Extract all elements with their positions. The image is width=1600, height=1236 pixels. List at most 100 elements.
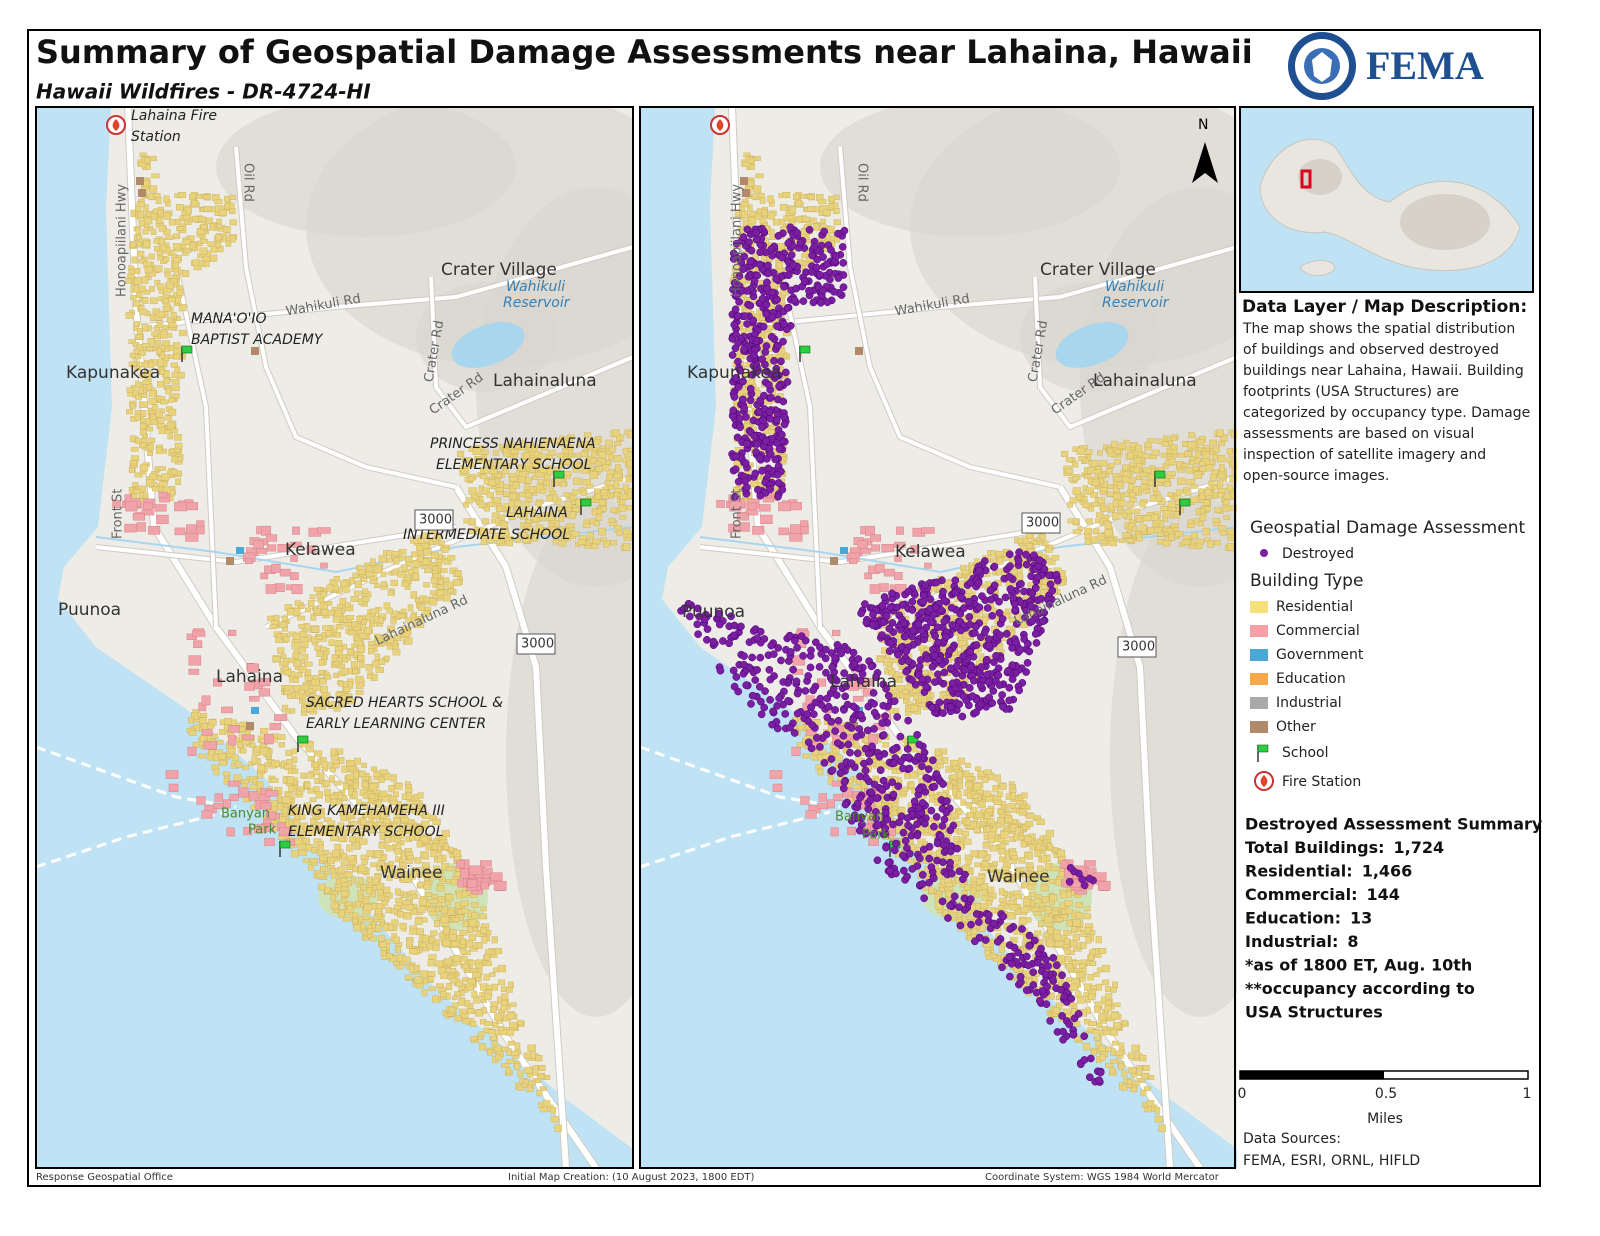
building-residential <box>973 827 981 833</box>
building-commercial <box>260 802 272 810</box>
building-residential <box>360 577 368 582</box>
building-residential <box>171 371 179 378</box>
building-residential <box>395 897 403 903</box>
building-residential <box>343 686 351 693</box>
building-residential <box>182 270 190 277</box>
building-residential <box>503 484 510 489</box>
building-residential <box>481 936 488 944</box>
map-label: Puunoa <box>58 600 121 620</box>
building-commercial <box>265 790 279 797</box>
building-residential <box>461 963 469 969</box>
building-commercial <box>265 584 277 594</box>
building-residential <box>141 438 147 443</box>
building-residential <box>148 444 154 451</box>
building-residential <box>168 397 176 403</box>
building-residential <box>313 786 320 792</box>
building-residential <box>559 481 567 487</box>
building-residential <box>767 212 776 220</box>
building-residential <box>1046 939 1055 947</box>
building-residential <box>468 529 478 535</box>
building-residential <box>173 353 180 360</box>
building-residential <box>479 913 488 920</box>
building-residential <box>503 491 510 497</box>
building-residential <box>1058 871 1065 877</box>
building-residential <box>222 771 231 777</box>
building-residential <box>338 836 345 842</box>
building-residential <box>732 269 740 275</box>
building-other <box>136 177 144 185</box>
building-residential <box>330 902 339 910</box>
building-residential <box>320 761 329 769</box>
building-residential <box>270 800 278 807</box>
building-commercial <box>264 837 275 846</box>
building-residential <box>139 401 148 408</box>
building-residential <box>909 772 918 779</box>
building-residential <box>595 466 604 472</box>
building-residential <box>192 216 199 223</box>
building-residential <box>171 385 180 392</box>
building-residential <box>616 434 624 442</box>
building-residential <box>390 617 397 625</box>
building-residential <box>362 588 369 595</box>
building-residential <box>142 297 149 304</box>
building-residential <box>532 1065 539 1070</box>
building-residential <box>157 209 164 217</box>
building-commercial <box>266 534 278 542</box>
building-residential <box>462 920 469 927</box>
building-residential <box>587 532 595 539</box>
building-residential <box>489 528 496 534</box>
building-residential <box>452 579 461 586</box>
school-flag <box>553 470 565 479</box>
building-residential <box>478 502 486 508</box>
building-residential <box>964 818 971 826</box>
building-commercial <box>248 791 259 801</box>
building-residential <box>997 557 1004 565</box>
building-residential <box>543 479 551 486</box>
building-residential <box>485 961 493 967</box>
building-commercial <box>125 501 138 512</box>
building-residential <box>346 905 354 913</box>
road <box>1033 276 1237 429</box>
building-residential <box>1032 976 1038 982</box>
building-residential <box>952 836 960 843</box>
building-residential <box>542 1100 551 1107</box>
ocean <box>640 107 1237 1168</box>
building-residential <box>945 765 953 773</box>
building-residential <box>608 445 617 453</box>
building-residential <box>177 372 185 379</box>
building-residential <box>507 1040 515 1046</box>
building-residential <box>455 980 463 987</box>
building-residential <box>802 216 811 223</box>
building-residential <box>311 847 317 853</box>
building-residential <box>339 597 347 605</box>
building-residential <box>318 844 324 850</box>
building-residential <box>468 933 476 941</box>
building-residential <box>360 884 368 891</box>
building-commercial <box>243 826 252 836</box>
building-residential <box>385 866 394 872</box>
building-residential <box>588 465 595 471</box>
building-residential <box>340 667 349 675</box>
building-residential <box>187 235 195 243</box>
building-residential <box>299 742 308 748</box>
building-residential <box>422 935 429 943</box>
building-residential <box>208 749 215 756</box>
building-residential <box>934 894 940 902</box>
building-residential <box>464 1000 471 1007</box>
building-residential <box>999 897 1007 903</box>
building-residential <box>487 501 495 507</box>
building-residential <box>329 793 339 800</box>
building-residential <box>1087 973 1094 981</box>
building-residential <box>170 468 178 475</box>
building-residential <box>776 243 786 251</box>
building-residential <box>556 452 564 458</box>
map-label: Kapunakea <box>66 363 160 383</box>
building-residential <box>1064 948 1071 955</box>
building-commercial <box>279 826 292 837</box>
building-residential <box>962 830 970 837</box>
building-residential <box>970 850 979 857</box>
building-residential <box>516 512 524 518</box>
school-flag <box>181 345 193 354</box>
building-residential <box>1050 866 1059 872</box>
hill-shade <box>506 497 633 1017</box>
